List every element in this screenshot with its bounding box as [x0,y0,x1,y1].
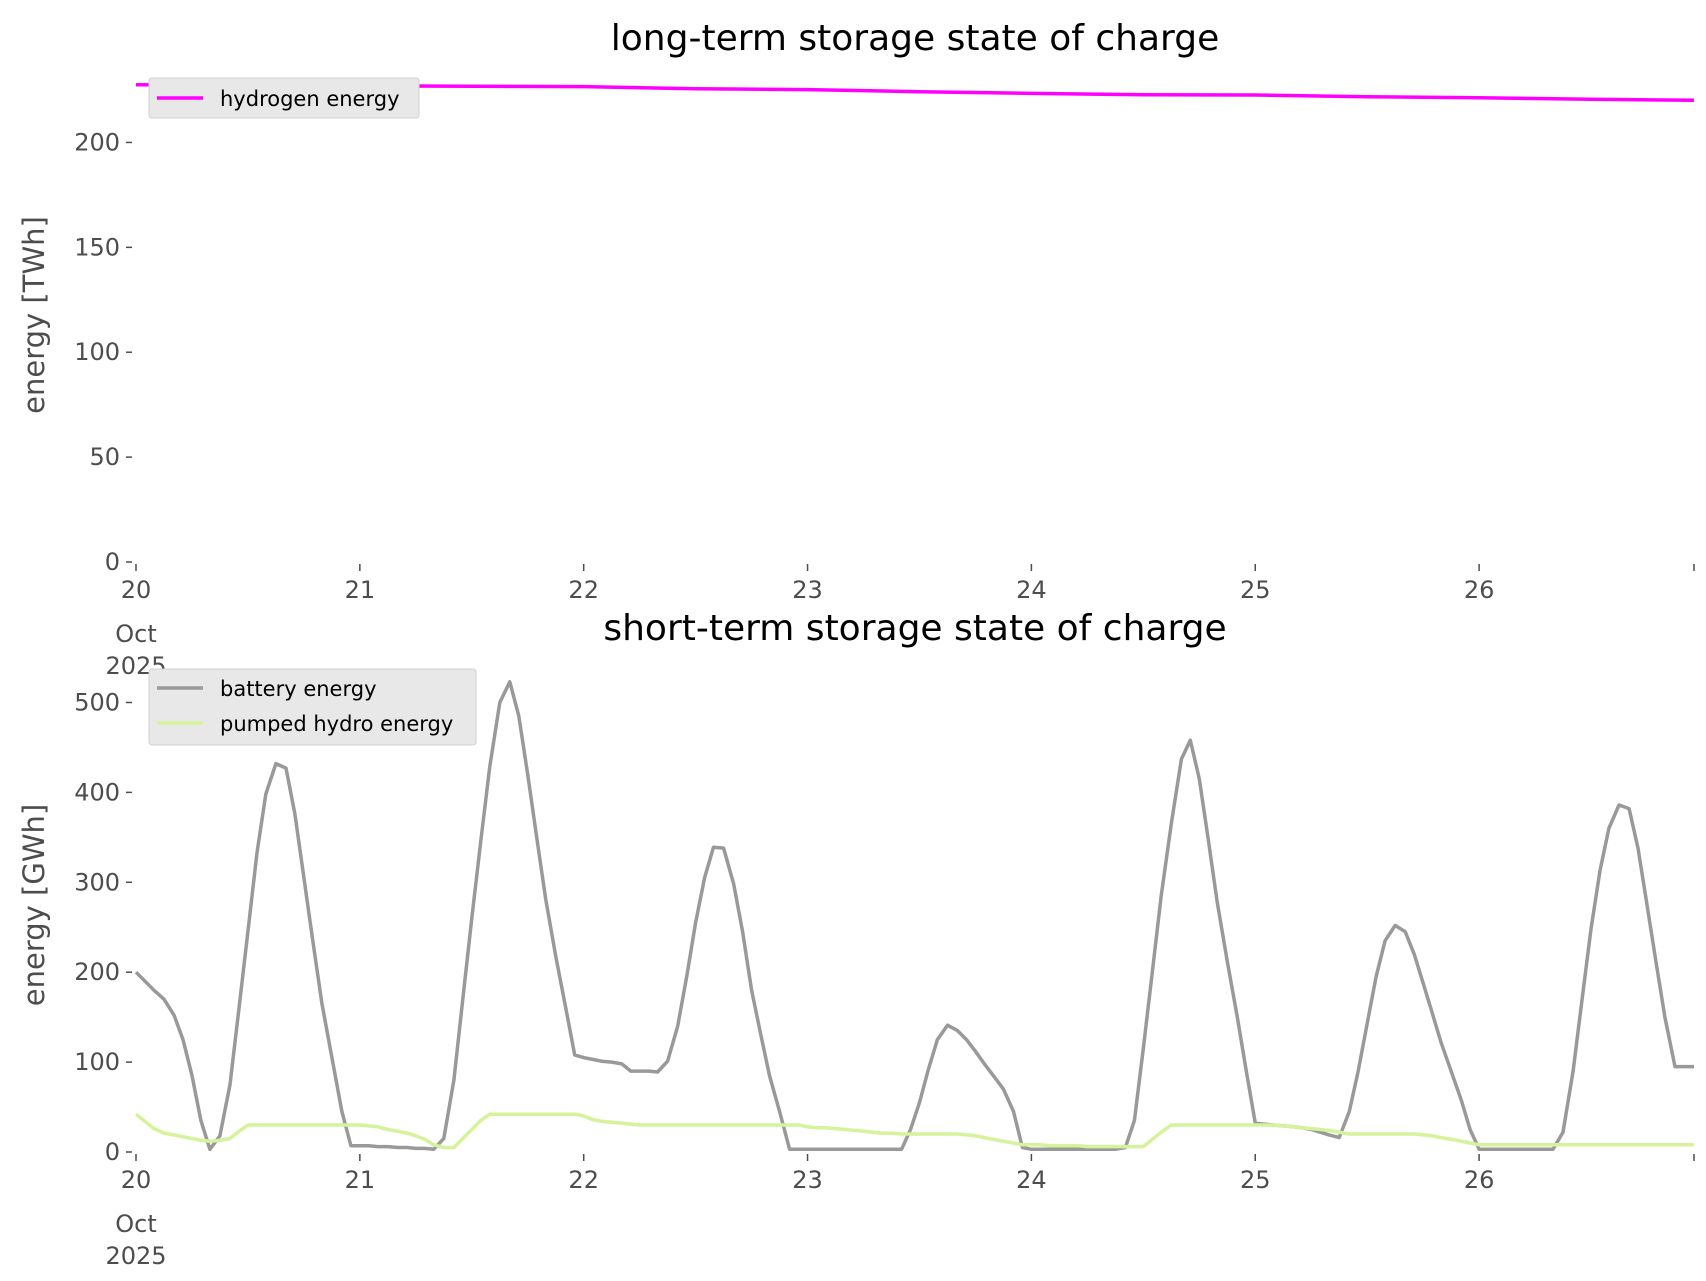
short-term-chart-title: short-term storage state of charge [603,608,1226,649]
long-term-y-tick-label: 200 [74,128,120,156]
short-term-y-tick-label: 400 [74,778,120,806]
series-pumped-hydro-energy [134,1112,1694,1150]
short-term-x-tick-label: 24 [1016,1166,1047,1194]
long-term-storage-panel: long-term storage state of charge energy… [17,18,1695,680]
short-term-legend: battery energy pumped hydro energy [148,668,477,746]
short-term-x-tick-label: 25 [1240,1166,1271,1194]
short-term-y-axis-label: energy [GWh] [17,804,51,1006]
series-battery-energy [134,680,1694,1152]
short-term-storage-panel: short-term storage state of charge energ… [17,608,1695,1270]
short-term-y-tick-label: 0 [105,1138,120,1166]
short-term-series [134,680,1694,1152]
long-term-y-tick-label: 100 [74,338,120,366]
long-term-legend: hydrogen energy [148,77,420,119]
legend-label-battery: battery energy [220,677,377,701]
legend-label-hydrogen: hydrogen energy [220,87,400,111]
long-term-x-tick-label: 25 [1240,576,1271,604]
short-term-axes: 0 100 200 300 400 500 20 Oct 2025 21 22 23 24 25 26 [74,688,1695,1270]
long-term-x-tick-label: 23 [792,576,823,604]
short-term-y-tick-label: 100 [74,1048,120,1076]
short-term-y-tick-label: 500 [74,688,120,716]
long-term-chart-title: long-term storage state of charge [611,18,1219,59]
short-term-x-tick-sublabel: Oct [115,1210,157,1238]
short-term-x-tick-label: 20 [121,1166,152,1194]
long-term-y-tick-label: 150 [74,233,120,261]
long-term-x-tick-sublabel: Oct [115,620,157,648]
short-term-x-tick-label: 26 [1464,1166,1495,1194]
long-term-x-tick-label: 26 [1464,576,1495,604]
long-term-x-tick-label: 20 [121,576,152,604]
short-term-x-tick-sublabel: 2025 [105,1242,166,1270]
long-term-y-tick-label: 50 [89,443,120,471]
legend-box [148,77,420,119]
short-term-x-tick-label: 23 [792,1166,823,1194]
long-term-y-axis-label: energy [TWh] [17,216,51,414]
long-term-x-tick-label: 22 [568,576,599,604]
legend-label-pumped-hydro: pumped hydro energy [220,712,453,736]
legend-box [148,668,477,746]
long-term-x-tick-label: 21 [345,576,376,604]
short-term-x-tick-label: 22 [568,1166,599,1194]
long-term-y-tick-label: 0 [105,548,120,576]
short-term-y-tick-label: 300 [74,868,120,896]
short-term-x-tick-label: 21 [345,1166,376,1194]
short-term-y-tick-label: 200 [74,958,120,986]
long-term-x-tick-label: 24 [1016,576,1047,604]
